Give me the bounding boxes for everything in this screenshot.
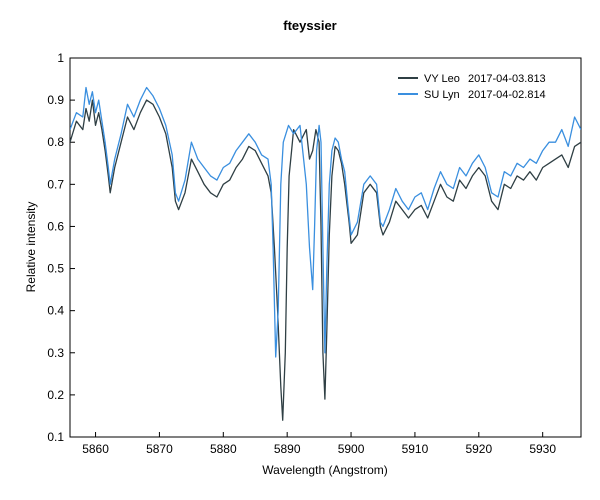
- y-tick-label: 0.2: [47, 388, 64, 402]
- x-tick-label: 5900: [338, 442, 365, 456]
- y-tick-label: 0.9: [47, 93, 64, 107]
- series-layer: [70, 86, 581, 421]
- y-tick-label: 0.8: [47, 135, 64, 149]
- x-tick-label: 5860: [82, 442, 109, 456]
- series-line-su-lyn: [70, 86, 581, 358]
- legend-date-vy-leo: 2017-04-03.813: [468, 73, 546, 85]
- y-tick-label: 0.1: [47, 430, 64, 444]
- y-tick-label: 0.7: [47, 177, 64, 191]
- x-tick-label: 5930: [529, 442, 556, 456]
- series-line-vy-leo: [70, 99, 581, 421]
- x-tick-label: 5910: [402, 442, 429, 456]
- x-tick-label: 5890: [274, 442, 301, 456]
- y-tick-label: 1: [57, 51, 64, 65]
- y-axis-label: Relative intensity: [24, 202, 38, 293]
- legend-label-su-lyn: SU Lyn: [424, 89, 460, 101]
- x-tick-label: 5880: [210, 442, 237, 456]
- x-tick-label: 5870: [146, 442, 173, 456]
- chart-title: fteyssier: [283, 18, 336, 33]
- y-axis: 0.1 0.2 0.3 0.4 0.5 0.6 0.7 0.8 0.9 1: [47, 51, 75, 444]
- y-tick-label: 0.4: [47, 304, 64, 318]
- legend-label-vy-leo: VY Leo: [424, 73, 460, 85]
- x-tick-label: 5920: [465, 442, 492, 456]
- y-tick-label: 0.3: [47, 346, 64, 360]
- x-axis: 5860 5870 5880 5890 5900 5910 5920 5930: [82, 432, 556, 456]
- x-axis-label: Wavelength (Angstrom): [262, 463, 388, 477]
- legend: VY Leo 2017-04-03.813 SU Lyn 2017-04-02.…: [398, 73, 546, 101]
- legend-date-su-lyn: 2017-04-02.814: [468, 89, 546, 101]
- y-tick-label: 0.5: [47, 262, 64, 276]
- y-tick-label: 0.6: [47, 219, 64, 233]
